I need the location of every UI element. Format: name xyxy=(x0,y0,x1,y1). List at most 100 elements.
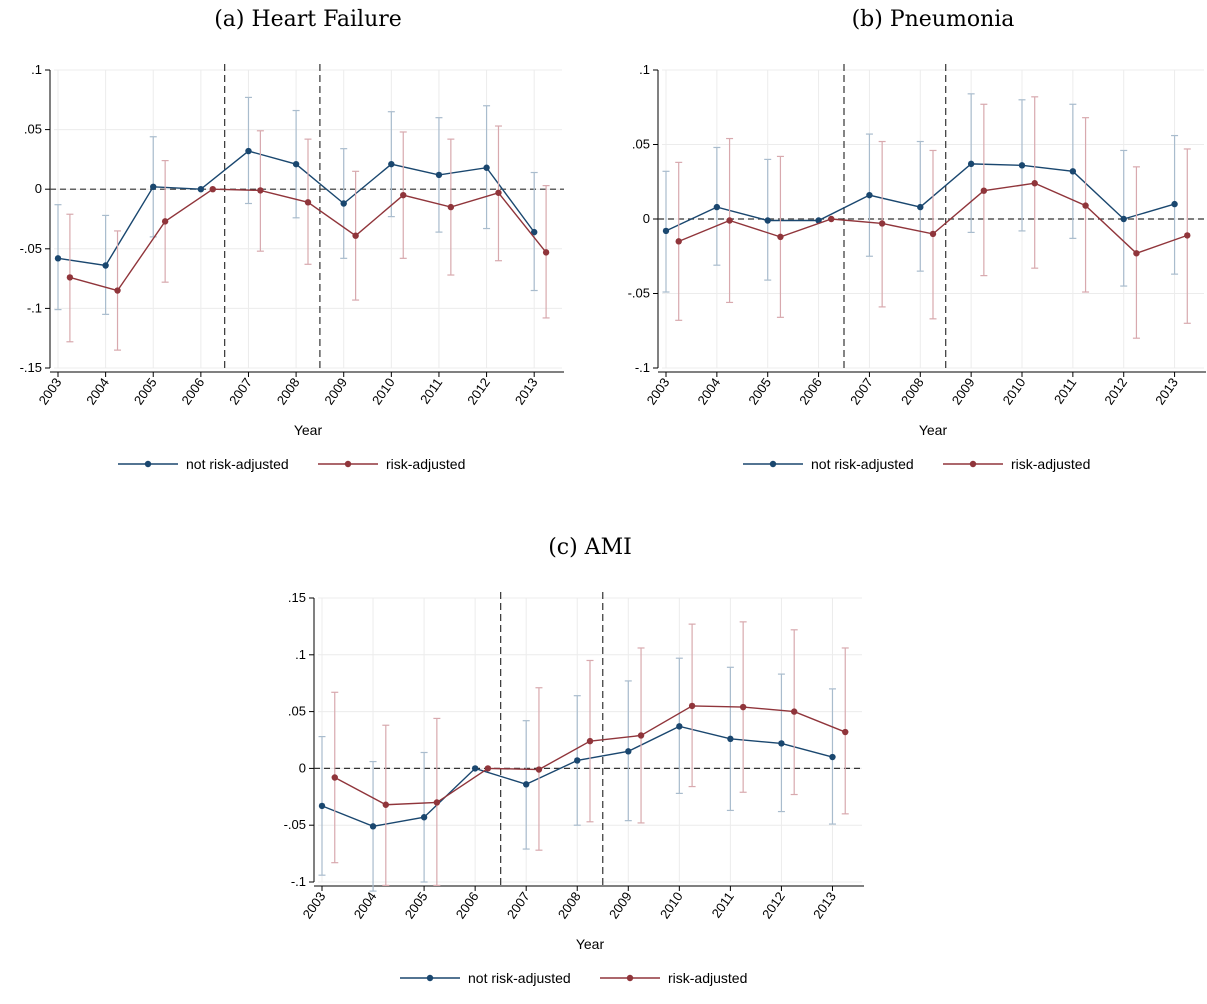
data-point xyxy=(828,215,835,223)
x-tick-label: 2009 xyxy=(606,889,635,921)
data-point xyxy=(1082,202,1089,209)
data-point xyxy=(878,220,886,227)
legend-swatch-marker xyxy=(144,460,152,468)
data-point xyxy=(352,232,359,239)
data-point xyxy=(150,183,157,191)
x-tick-label: 2004 xyxy=(83,375,112,407)
data-point xyxy=(929,230,937,238)
data-point xyxy=(318,802,326,810)
data-point xyxy=(483,164,490,171)
data-point xyxy=(245,147,252,155)
data-point xyxy=(369,823,377,830)
data-point xyxy=(688,702,696,710)
data-point xyxy=(304,199,312,206)
data-point xyxy=(257,187,264,194)
data-point xyxy=(382,801,390,808)
y-tick-label: .1 xyxy=(31,62,42,77)
y-tick-label: .1 xyxy=(295,647,306,662)
series-not-risk-adjusted xyxy=(54,96,538,315)
data-point xyxy=(331,774,338,781)
x-tick-label: 2012 xyxy=(759,889,788,921)
data-point xyxy=(447,203,455,211)
legend-swatch-marker xyxy=(426,974,434,982)
data-point xyxy=(727,735,734,743)
x-tick-label: 2013 xyxy=(1152,375,1181,407)
data-point xyxy=(54,255,62,262)
legend-item-risk-adjusted: risk-adjusted xyxy=(318,456,465,472)
x-tick-label: 2003 xyxy=(36,375,65,407)
data-point xyxy=(676,723,683,730)
data-point xyxy=(726,217,733,224)
y-tick-label: .05 xyxy=(632,137,650,152)
x-tick-label: 2010 xyxy=(657,889,686,921)
data-point xyxy=(435,171,443,179)
y-tick-label: .05 xyxy=(288,704,306,719)
data-point xyxy=(675,238,682,245)
series-risk-adjusted xyxy=(66,125,550,351)
panel-pneumonia: (b) Pneumonia -.1 -.05 0 .05 .1 2003 2004 2005 20… xyxy=(628,7,1206,472)
data-point xyxy=(400,191,407,199)
data-point xyxy=(790,708,798,715)
data-point xyxy=(340,200,347,207)
y-tick-label: -.1 xyxy=(635,360,650,375)
y-tick-label: 0 xyxy=(299,760,306,775)
x-tick-label: 2010 xyxy=(369,375,398,407)
legend-swatch-marker xyxy=(769,460,777,468)
y-tick-label: -.15 xyxy=(20,360,42,375)
data-point xyxy=(829,753,836,761)
data-point xyxy=(1171,200,1178,208)
series-risk-adjusted xyxy=(331,621,849,887)
y-tick-label: 0 xyxy=(643,211,650,226)
data-point xyxy=(866,191,873,199)
x-tick-label: 2007 xyxy=(226,375,255,407)
series-not-risk-adjusted xyxy=(662,93,1179,293)
data-point xyxy=(161,218,169,225)
x-tick-label: 2005 xyxy=(402,889,431,921)
x-tick-label: 2012 xyxy=(464,375,493,407)
y-tick-label: .1 xyxy=(639,62,650,77)
data-point xyxy=(484,765,492,772)
legend: not risk-adjusted risk-adjusted xyxy=(743,456,1090,472)
legend-swatch-marker xyxy=(626,974,634,982)
x-tick-label: 2008 xyxy=(274,375,303,407)
data-point xyxy=(842,728,849,736)
data-point xyxy=(495,189,502,196)
x-tick-label: 2009 xyxy=(321,375,350,407)
legend-swatch-marker xyxy=(344,460,352,468)
legend-swatch-marker xyxy=(969,460,977,468)
data-point xyxy=(777,233,784,241)
x-axis-title: Year xyxy=(919,422,948,438)
panel-title: (c) AMI xyxy=(548,535,632,560)
legend-item-not-risk-adjusted: not risk-adjusted xyxy=(400,970,571,986)
x-tick-label: 2006 xyxy=(796,375,825,407)
x-tick-label: 2008 xyxy=(898,375,927,407)
data-point xyxy=(209,186,216,193)
data-point xyxy=(522,781,530,788)
y-tick-label: .05 xyxy=(24,122,42,137)
legend-label: risk-adjusted xyxy=(386,456,465,472)
legend: not risk-adjusted risk-adjusted xyxy=(118,456,465,472)
series-risk-adjusted xyxy=(675,96,1191,339)
data-point xyxy=(197,186,205,193)
x-axis-title: Year xyxy=(576,936,605,952)
data-point xyxy=(625,748,632,755)
legend-item-risk-adjusted: risk-adjusted xyxy=(943,456,1090,472)
x-tick-label: 2003 xyxy=(644,375,673,407)
data-point xyxy=(388,160,395,168)
x-tick-label: 2013 xyxy=(810,889,839,921)
x-tick-label: 2005 xyxy=(745,375,774,407)
data-point xyxy=(1133,250,1140,257)
data-point xyxy=(102,262,109,269)
legend-label: risk-adjusted xyxy=(668,970,747,986)
legend-item-not-risk-adjusted: not risk-adjusted xyxy=(743,456,914,472)
data-point xyxy=(662,227,670,235)
x-tick-label: 2011 xyxy=(417,375,445,407)
x-tick-label: 2008 xyxy=(555,889,584,921)
data-point xyxy=(815,217,822,224)
legend-label: not risk-adjusted xyxy=(468,970,571,986)
data-point xyxy=(1018,162,1026,169)
data-point xyxy=(292,160,300,168)
data-point xyxy=(713,203,721,211)
data-point xyxy=(967,160,975,168)
